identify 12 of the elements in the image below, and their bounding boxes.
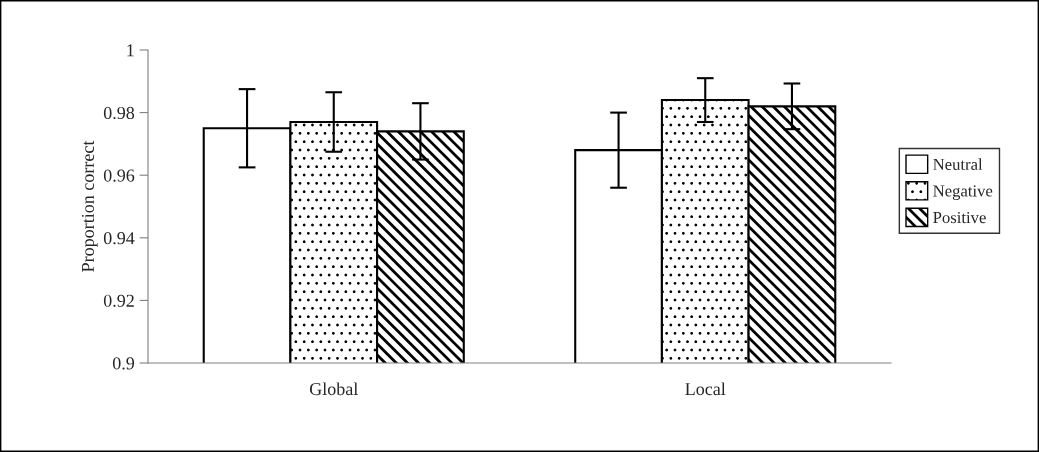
y-tick-label: 0.94 — [103, 232, 135, 245]
y-tick-label: 0.96 — [103, 169, 135, 182]
legend-label: Positive — [933, 211, 986, 224]
y-tick-label: 0.98 — [103, 106, 135, 120]
y-tick-label: 0.9 — [112, 357, 135, 370]
x-tick-label: Global — [309, 382, 358, 396]
x-tick-label: Local — [685, 382, 726, 396]
y-axis-title: Proportion correct — [81, 140, 98, 272]
legend-label: Neutral — [933, 158, 983, 170]
y-tick-label: 0.92 — [103, 294, 134, 307]
y-tick-label: 1 — [127, 44, 134, 57]
legend-label: Negative — [933, 185, 993, 200]
